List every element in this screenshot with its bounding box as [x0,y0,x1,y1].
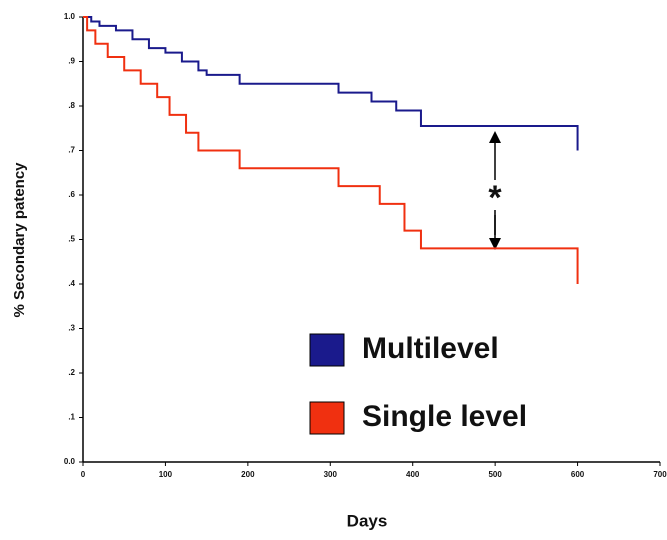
survival-curve [83,16,579,284]
legend-swatch [309,333,345,367]
x-axis-label: Days [347,511,388,530]
y-axis-label: % Secondary patency [11,162,28,318]
x-tick-label: 200 [241,470,255,479]
significance-star: * [488,179,502,217]
survival-curve [83,16,579,151]
y-tick-label: 1.0 [64,12,76,21]
x-tick-label: 600 [571,470,585,479]
legend-label: Single level [362,400,527,433]
y-tick-label: .7 [68,146,75,155]
y-tick-label: .8 [68,101,75,110]
y-tick-label: .3 [68,324,75,333]
y-tick-label: 0.0 [64,457,76,466]
x-tick-label: 0 [81,470,86,479]
y-tick-label: .2 [68,368,75,377]
y-tick-label: .5 [68,235,75,244]
legend-swatch [309,401,345,435]
y-tick-label: .4 [68,279,75,288]
y-tick-label: .9 [68,57,75,66]
x-tick-label: 700 [653,470,667,479]
annotation-bg [480,180,510,210]
y-tick-label: .1 [68,413,75,422]
y-tick-label: .6 [68,190,75,199]
x-tick-label: 300 [324,470,338,479]
x-tick-label: 100 [159,470,173,479]
x-tick-label: 400 [406,470,420,479]
x-tick-label: 500 [488,470,502,479]
legend-label: Multilevel [362,332,499,365]
